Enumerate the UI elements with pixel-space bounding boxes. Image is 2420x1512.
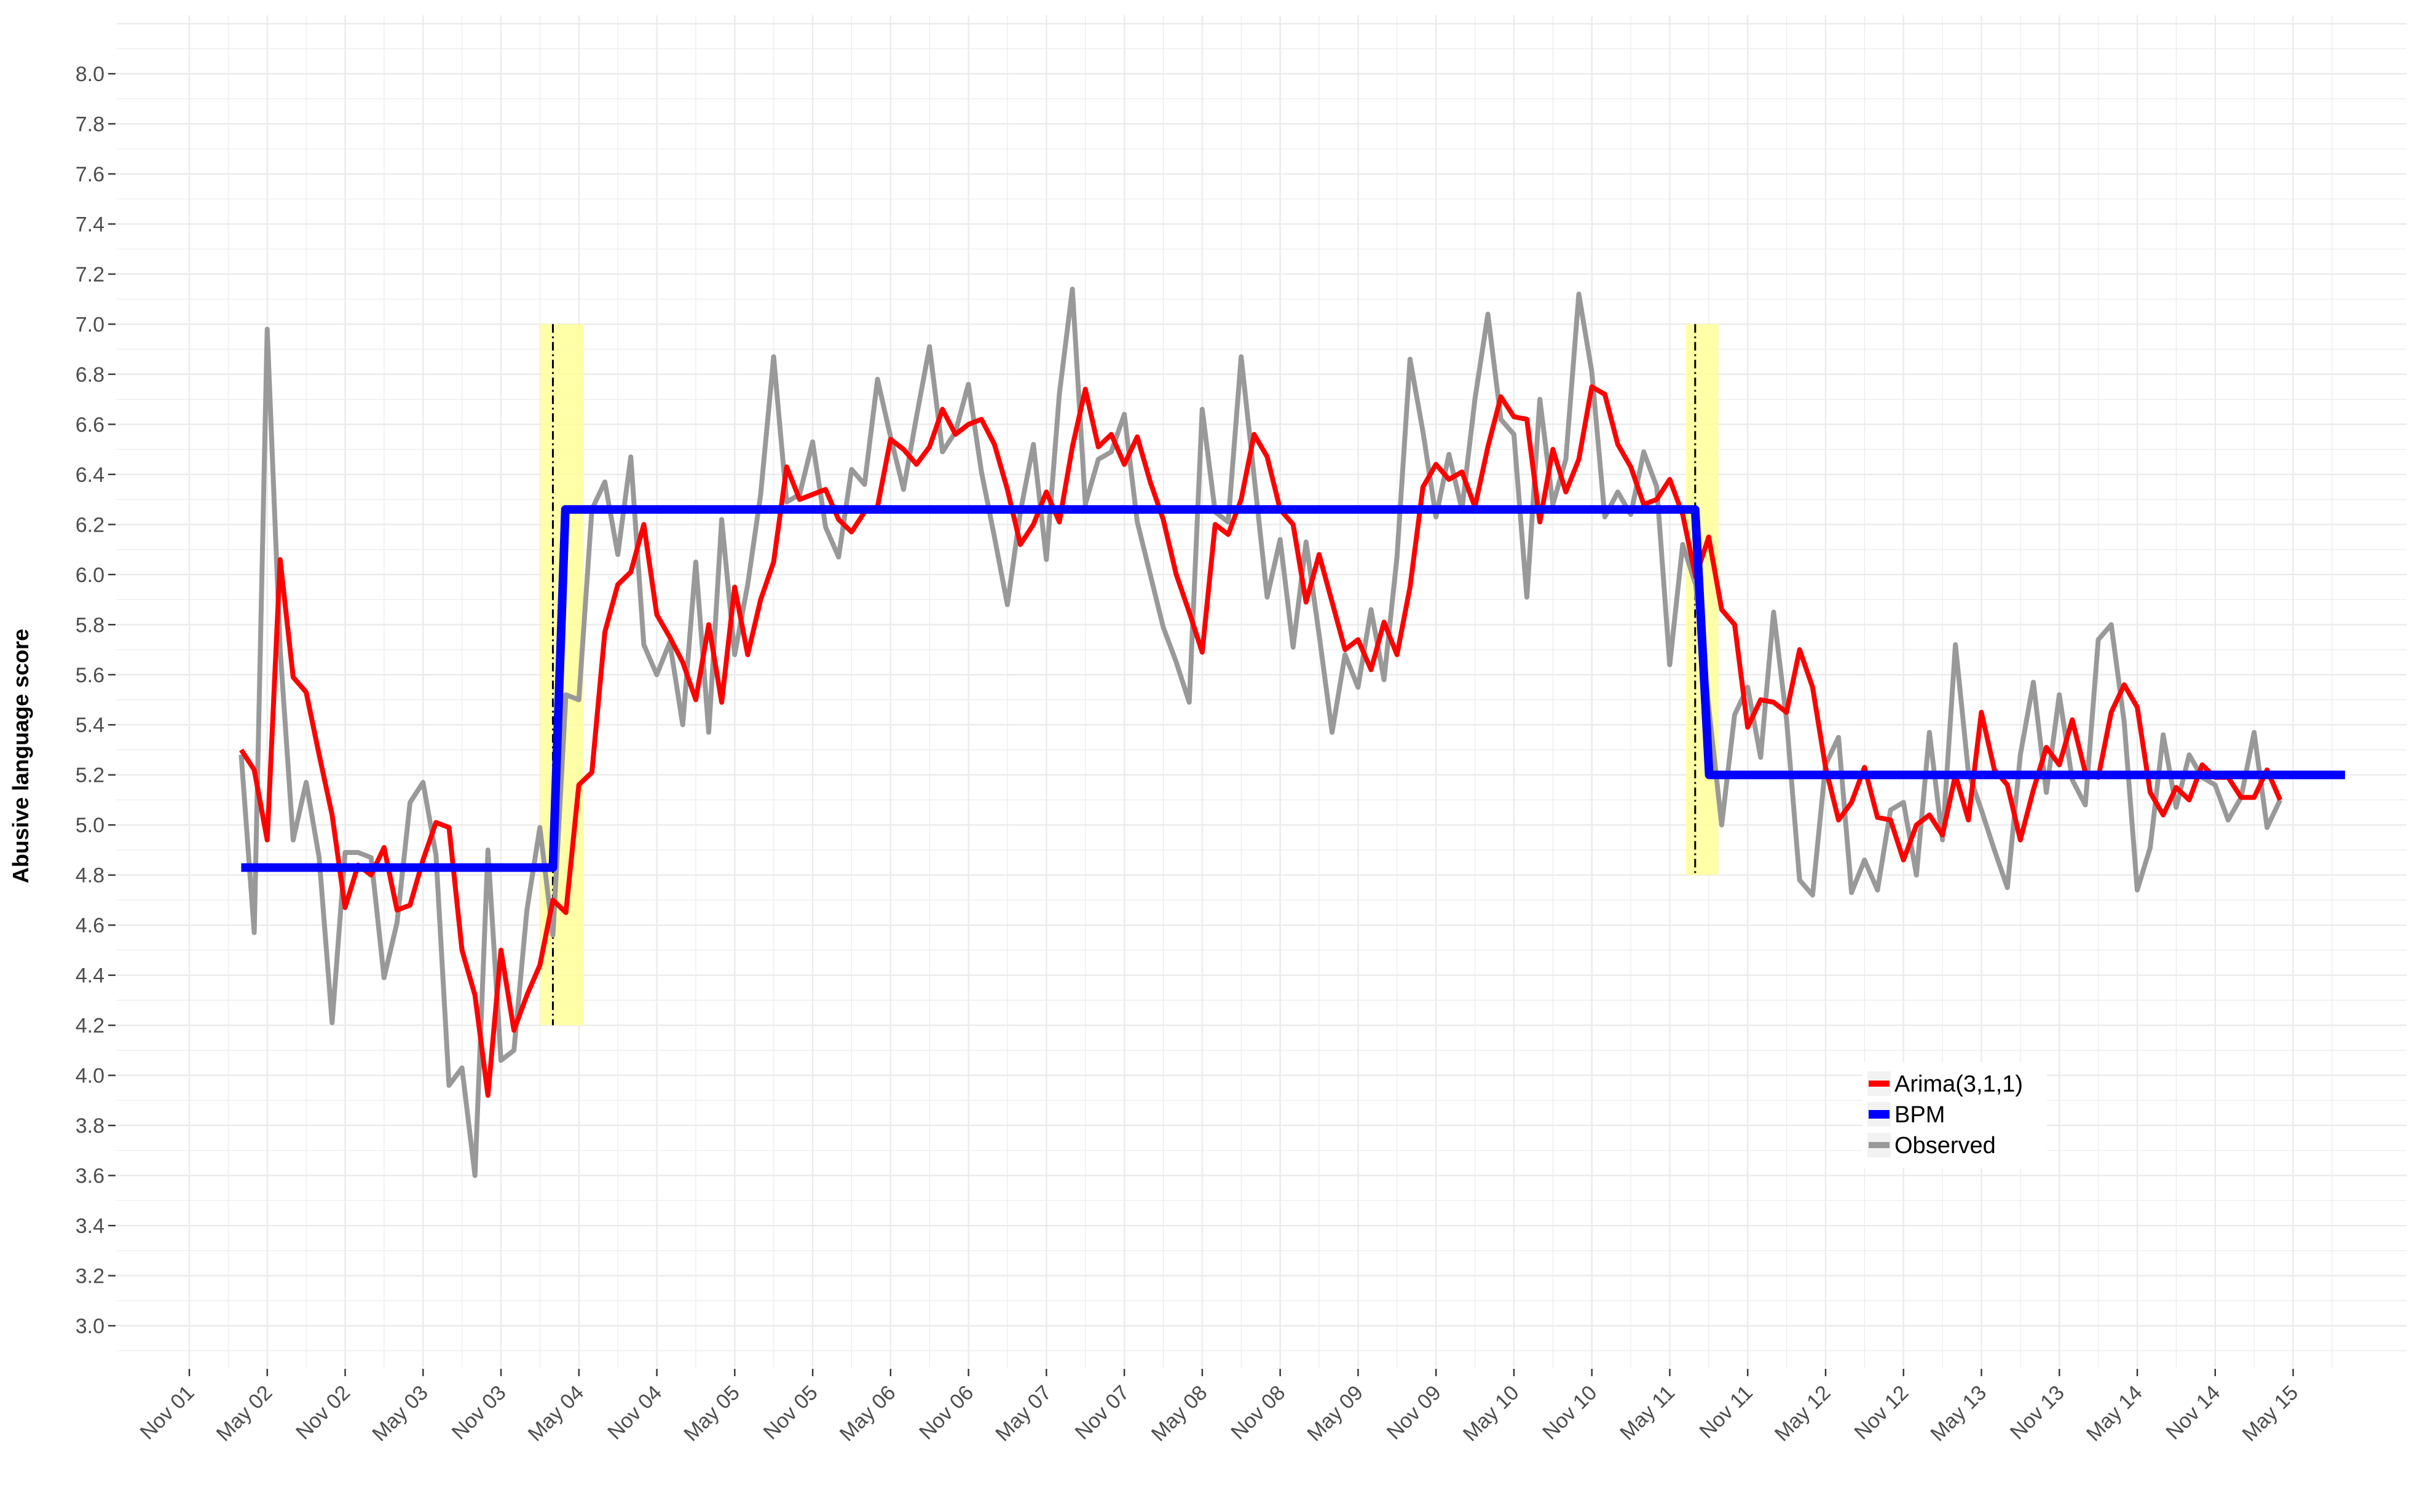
y-tick-label: 5.8	[76, 613, 104, 637]
x-tick-label: May 09	[1303, 1381, 1368, 1446]
y-tick-label: 6.8	[76, 363, 104, 387]
x-tick-label: Nov 13	[2006, 1381, 2069, 1444]
x-tick-label: May 02	[212, 1381, 277, 1446]
y-tick-label: 7.6	[76, 163, 104, 186]
x-tick-label: May 13	[1926, 1381, 1991, 1446]
series-arima-3-1-1--line	[239, 384, 2283, 1098]
x-tick-label: May 08	[1147, 1381, 1212, 1446]
y-tick-label: 5.4	[76, 714, 104, 737]
x-tick-label: Nov 05	[759, 1381, 822, 1444]
x-tick-label: May 12	[1770, 1381, 1835, 1446]
x-tick-label: May 11	[1615, 1381, 1679, 1445]
x-tick-label: May 04	[524, 1381, 589, 1446]
x-tick-label: Nov 08	[1226, 1381, 1290, 1444]
x-tick-label: Nov 04	[603, 1381, 666, 1444]
y-tick-label: 7.2	[76, 263, 104, 286]
x-tick-label: Nov 12	[1850, 1381, 1913, 1444]
x-tick-label: Nov 01	[136, 1381, 199, 1444]
y-tick-label: 3.0	[76, 1315, 104, 1338]
x-tick-label: May 07	[991, 1381, 1056, 1446]
y-tick-label: 6.4	[76, 463, 104, 487]
y-tick-label: 7.8	[76, 112, 104, 136]
x-tick-label: May 14	[2082, 1381, 2147, 1446]
legend-label: Observed	[1894, 1133, 1996, 1159]
legend-label: Arima(3,1,1)	[1894, 1071, 2023, 1097]
y-tick-label: 3.4	[76, 1215, 104, 1238]
x-tick-label: Nov 11	[1695, 1381, 1757, 1443]
legend-box	[1862, 1062, 2047, 1168]
legend: Arima(3,1,1) BPM Observed	[1862, 1062, 2047, 1168]
y-axis: 3.0 3.2 3.4 3.6 3.8 4.0 4.2 4.4 4.6 4.8 5.0 5.2 5.4 5…	[76, 63, 116, 1338]
x-tick-label: Nov 02	[291, 1381, 355, 1444]
y-tick-label: 8.0	[76, 63, 104, 86]
x-tick-label: Nov 06	[915, 1381, 978, 1444]
y-tick-label: 5.2	[76, 764, 104, 787]
x-tick-label: May 05	[679, 1381, 744, 1446]
x-tick-label: Nov 14	[2161, 1381, 2225, 1444]
grid-lines	[117, 15, 2406, 1368]
y-tick-label: 5.0	[76, 814, 104, 837]
y-tick-label: 3.6	[76, 1165, 104, 1188]
y-tick-label: 3.8	[76, 1114, 104, 1138]
legend-label: BPM	[1894, 1102, 1945, 1128]
x-tick-label: May 15	[2238, 1381, 2303, 1446]
x-tick-label: Nov 07	[1071, 1381, 1134, 1444]
y-tick-label: 4.8	[76, 864, 104, 888]
y-axis-title: Abusive language score	[8, 629, 33, 883]
series-observed-line	[238, 286, 2283, 1178]
y-tick-label: 4.2	[76, 1014, 104, 1038]
y-tick-label: 5.6	[76, 664, 104, 687]
x-tick-label: May 10	[1459, 1381, 1524, 1446]
y-tick-label: 7.4	[76, 213, 104, 236]
series-lines	[238, 286, 2345, 1178]
series-bpm-line	[241, 505, 2345, 872]
x-tick-label: Nov 09	[1382, 1381, 1446, 1444]
x-tick-label: Nov 10	[1538, 1381, 1601, 1444]
y-tick-label: 6.6	[76, 413, 104, 436]
x-tick-label: May 03	[368, 1381, 433, 1446]
y-tick-label: 4.0	[76, 1065, 104, 1088]
y-tick-label: 6.2	[76, 513, 104, 537]
y-tick-label: 4.4	[76, 964, 104, 988]
x-axis: Nov 01 May 02 Nov 02 May 03 Nov 03 May 04 Nov …	[136, 1369, 2303, 1446]
y-tick-label: 6.0	[76, 564, 104, 587]
y-tick-label: 3.2	[76, 1265, 104, 1288]
x-tick-label: Nov 03	[447, 1381, 511, 1444]
y-tick-label: 7.0	[76, 313, 104, 336]
y-tick-label: 4.6	[76, 914, 104, 937]
x-tick-label: May 06	[835, 1381, 901, 1446]
